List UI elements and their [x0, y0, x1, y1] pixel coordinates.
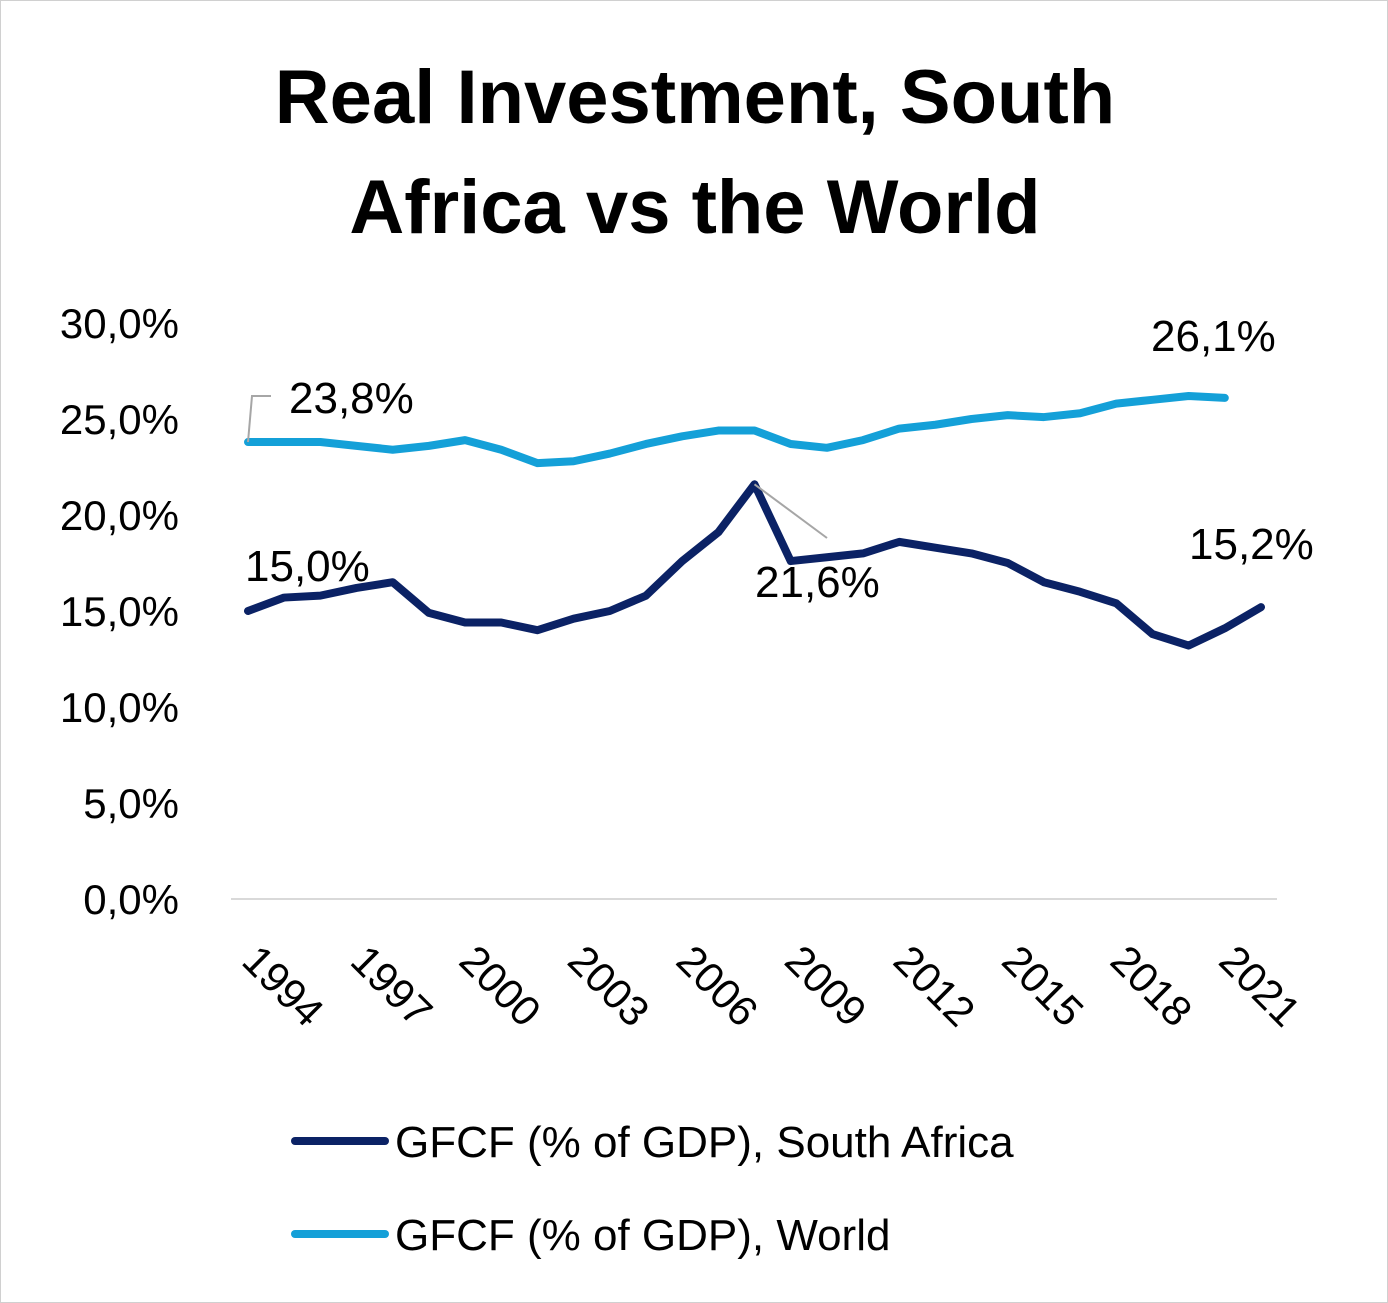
data-label: 21,6% — [755, 558, 880, 607]
leader-line — [247, 395, 271, 443]
y-tick-label: 30,0% — [60, 300, 179, 347]
y-tick-label: 0,0% — [83, 876, 179, 923]
x-tick-label: 2012 — [885, 936, 984, 1035]
x-tick-label: 2021 — [1210, 936, 1309, 1035]
data-label: 15,2% — [1189, 520, 1314, 569]
x-tick-label: 2015 — [993, 936, 1092, 1035]
x-tick-label: 2000 — [451, 936, 550, 1035]
y-tick-label: 20,0% — [60, 492, 179, 539]
y-tick-label: 25,0% — [60, 396, 179, 443]
chart-title-line-1: Real Investment, South — [275, 55, 1115, 140]
y-tick-label: 5,0% — [83, 780, 179, 827]
leader-line — [753, 483, 828, 539]
y-tick-label: 10,0% — [60, 684, 179, 731]
x-tick-label: 1994 — [234, 936, 333, 1035]
x-tick-label: 1997 — [342, 936, 441, 1035]
chart-title-line-2: Africa vs the World — [349, 165, 1040, 250]
x-tick-label: 2003 — [559, 936, 658, 1035]
x-tick-label: 2006 — [668, 936, 767, 1035]
x-tick-label: 2009 — [776, 936, 875, 1035]
y-tick-label: 15,0% — [60, 588, 179, 635]
legend-label: GFCF (% of GDP), South Africa — [395, 1118, 1014, 1167]
data-label: 23,8% — [289, 374, 414, 423]
data-label: 26,1% — [1151, 312, 1276, 361]
legend-label: GFCF (% of GDP), World — [395, 1211, 890, 1260]
data-label: 15,0% — [245, 542, 370, 591]
series-line — [244, 391, 1229, 468]
x-tick-label: 2018 — [1102, 936, 1201, 1035]
